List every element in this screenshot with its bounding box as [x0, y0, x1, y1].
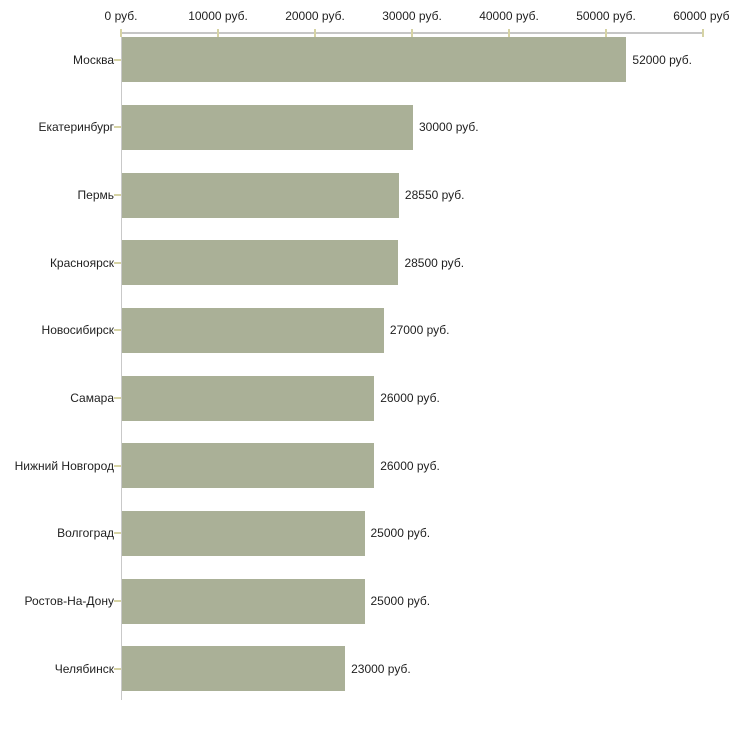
- bar: [122, 240, 399, 286]
- value-label: 25000 руб.: [370, 594, 431, 609]
- category-label: Самара: [70, 391, 114, 406]
- value-label: 28500 руб.: [404, 255, 465, 270]
- value-label: 30000 руб.: [419, 120, 479, 135]
- y-axis-tick-mark: [114, 261, 121, 264]
- category-label: Нижний Новгород: [14, 458, 114, 473]
- y-axis-tick-mark: [114, 397, 121, 400]
- value-label: 25000 руб.: [370, 526, 431, 541]
- y-axis-line: [121, 32, 122, 700]
- y-axis-tick-mark: [114, 532, 121, 535]
- x-axis-tick-mark: [411, 29, 413, 37]
- x-axis-tick-mark: [314, 29, 316, 37]
- bar: [122, 37, 627, 83]
- bar: [122, 375, 375, 421]
- category-label: Екатеринбург: [38, 120, 115, 135]
- value-label: 26000 руб.: [380, 458, 440, 473]
- category-label: Челябинск: [54, 661, 114, 676]
- x-axis-tick-label: 0 руб.: [104, 9, 138, 23]
- category-label: Красноярск: [49, 255, 114, 270]
- x-axis-tick-label: 10000 руб.: [188, 9, 248, 23]
- y-axis-tick-mark: [114, 464, 121, 467]
- x-axis-tick-label: 20000 руб.: [285, 9, 345, 23]
- x-axis-tick-label: 50000 руб.: [576, 9, 636, 23]
- y-axis-tick-mark: [114, 58, 121, 61]
- x-axis-tick-mark: [702, 29, 704, 37]
- bar: [122, 578, 365, 624]
- category-label: Волгоград: [57, 526, 114, 541]
- value-label: 26000 руб.: [380, 391, 440, 406]
- value-label: 28550 руб.: [404, 188, 465, 203]
- value-label: 52000 руб.: [632, 52, 692, 67]
- x-axis-tick-mark: [217, 29, 219, 37]
- y-axis-tick-mark: [114, 126, 121, 129]
- category-label: Пермь: [77, 188, 114, 203]
- bar: [122, 104, 413, 150]
- bar: [122, 443, 375, 489]
- y-axis-tick-mark: [114, 194, 121, 197]
- value-label: 23000 руб.: [351, 661, 411, 676]
- x-axis-tick-mark: [120, 29, 122, 37]
- category-label: Новосибирск: [41, 323, 114, 338]
- category-label: Москва: [73, 52, 114, 67]
- category-label: Ростов-На-Дону: [24, 594, 114, 609]
- y-axis-tick-mark: [114, 329, 121, 332]
- x-axis-tick-label: 60000 руб.: [673, 9, 730, 23]
- bar: [122, 510, 365, 556]
- y-axis-tick-mark: [114, 667, 121, 670]
- bar: [122, 307, 384, 353]
- x-axis-tick-mark: [508, 29, 510, 37]
- bar: [122, 172, 399, 218]
- bar: [122, 646, 346, 692]
- x-axis-tick-mark: [605, 29, 607, 37]
- value-label: 27000 руб.: [389, 323, 450, 338]
- y-axis-tick-mark: [114, 600, 121, 603]
- x-axis-tick-label: 30000 руб.: [382, 9, 442, 23]
- x-axis-tick-label: 40000 руб.: [479, 9, 539, 23]
